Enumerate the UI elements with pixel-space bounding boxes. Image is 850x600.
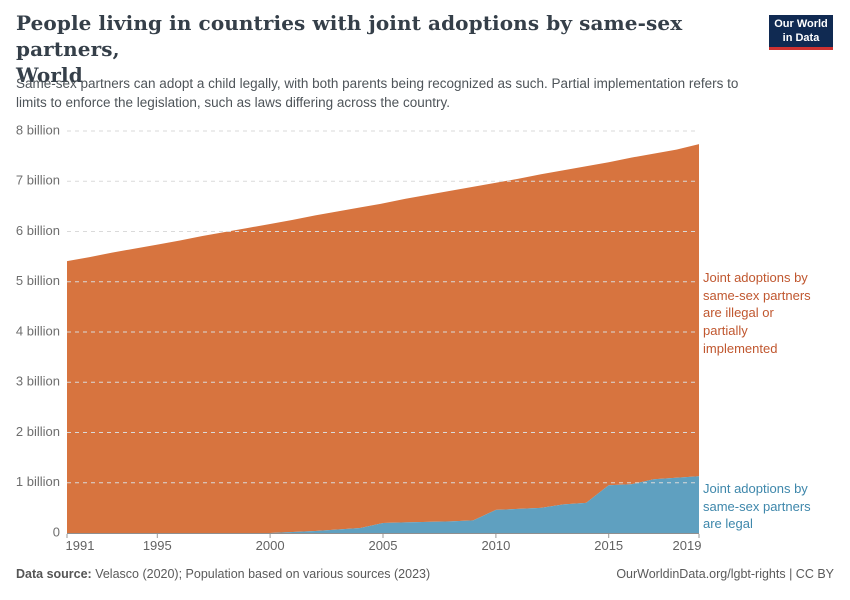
series-label-legal: Joint adoptions by same-sex partners are… [703, 481, 811, 532]
y-axis-tick-label: 1 billion [16, 474, 60, 489]
y-axis-tick-label: 4 billion [16, 323, 60, 338]
owid-url-link[interactable]: OurWorldinData.org/lgbt-rights | CC BY [616, 567, 834, 581]
x-axis-tick-label: 2000 [256, 538, 285, 553]
y-axis-tick-label: 5 billion [16, 273, 60, 288]
area-illegal[interactable] [67, 144, 699, 533]
x-axis-tick-label: 2019 [673, 538, 702, 553]
y-axis-tick-label: 2 billion [16, 424, 60, 439]
chart-title: People living in countries with joint ad… [16, 11, 683, 87]
y-axis-tick-label: 3 billion [16, 374, 60, 389]
x-axis-tick-label: 1991 [66, 538, 95, 553]
y-axis-tick-label: 0 [53, 524, 60, 539]
x-axis-tick-label: 2005 [369, 538, 398, 553]
x-axis-tick-label: 1995 [143, 538, 172, 553]
area-legal[interactable] [67, 476, 699, 533]
owid-logo[interactable]: Our World in Data [769, 15, 833, 50]
series-label-illegal: Joint adoptions by same-sex partners are… [703, 270, 811, 356]
data-source-text: Velasco (2020); Population based on vari… [91, 567, 431, 581]
y-axis-tick-label: 7 billion [16, 173, 60, 188]
data-source-label: Data source: [16, 567, 92, 581]
data-source-note: Data source: Velasco (2020); Population … [16, 567, 430, 581]
chart-footer: Data source: Velasco (2020); Population … [16, 567, 834, 581]
x-axis-tick-label: 2010 [481, 538, 510, 553]
y-axis-tick-label: 8 billion [16, 122, 60, 137]
chart-subtitle: Same-sex partners can adopt a child lega… [16, 76, 739, 111]
y-axis-tick-label: 6 billion [16, 223, 60, 238]
x-axis-tick-label: 2015 [594, 538, 623, 553]
